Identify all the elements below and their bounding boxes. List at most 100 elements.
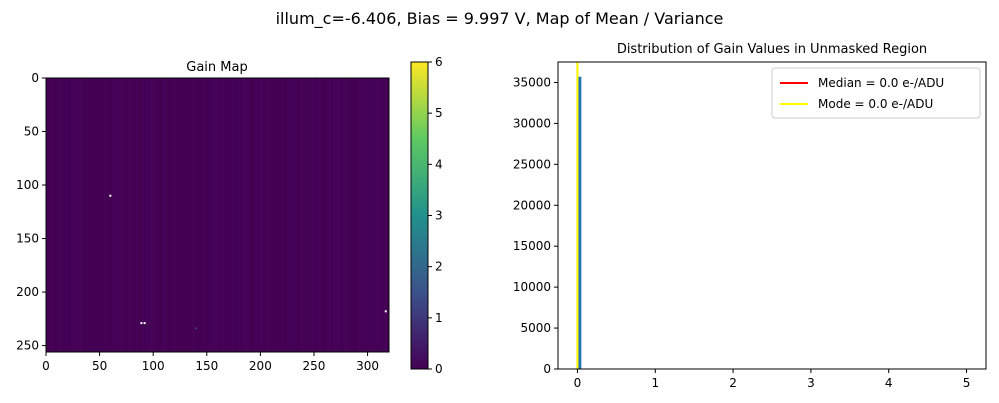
hot-pixel — [195, 327, 198, 330]
colorbar-axis: 0 1 2 3 4 5 6 — [428, 55, 443, 376]
map-column-stripe — [369, 78, 371, 352]
map-x-tick-label: 150 — [195, 359, 218, 373]
map-y-tick-label: 0 — [31, 71, 39, 85]
map-column-stripe — [67, 78, 69, 352]
map-column-stripe — [138, 78, 140, 352]
map-x-tick-label: 100 — [142, 359, 165, 373]
colorbar-gradient — [411, 62, 428, 369]
hist-y-tick-label: 10000 — [513, 280, 551, 294]
map-column-stripe — [308, 78, 310, 352]
map-column-stripe — [145, 78, 147, 352]
map-column-stripe — [347, 78, 349, 352]
map-column-stripe — [203, 78, 205, 352]
map-column-stripe — [115, 78, 117, 352]
map-column-stripe — [312, 78, 314, 352]
hist-y-tick-label: 20000 — [513, 198, 551, 212]
map-column-stripe — [261, 78, 263, 352]
map-column-stripe — [65, 78, 67, 352]
hist-x-tick-label: 2 — [729, 376, 737, 390]
map-column-stripe — [290, 78, 292, 352]
map-column-stripe — [232, 78, 234, 352]
hist-x-tick-label: 0 — [574, 376, 582, 390]
map-column-stripe — [229, 78, 231, 352]
gain-map-title: Gain Map — [186, 60, 247, 75]
map-column-stripe — [57, 78, 59, 352]
map-column-stripe — [192, 78, 194, 352]
map-column-stripe — [79, 78, 81, 352]
map-column-stripe — [148, 78, 150, 352]
map-column-stripe — [82, 78, 84, 352]
legend-label: Mode = 0.0 e-/ADU — [818, 97, 933, 111]
map-y-tick-label: 50 — [24, 125, 39, 139]
hist-x-tick-label: 5 — [963, 376, 971, 390]
map-column-stripe — [364, 78, 366, 352]
map-column-stripe — [293, 78, 295, 352]
map-column-stripe — [265, 78, 267, 352]
map-column-stripe — [58, 78, 60, 352]
hist-y-tick-label: 30000 — [513, 116, 551, 130]
map-column-stripe — [128, 78, 130, 352]
map-column-stripe — [136, 78, 138, 352]
map-column-stripe — [255, 78, 257, 352]
hist-x-tick-label: 1 — [651, 376, 659, 390]
gain-map-y-axis: 0 50 100 150 200 250 — [16, 71, 46, 353]
legend-label: Median = 0.0 e-/ADU — [818, 76, 944, 90]
map-column-stripe — [71, 78, 73, 352]
map-x-tick-label: 50 — [92, 359, 107, 373]
hot-pixel — [143, 322, 146, 325]
map-column-stripe — [238, 78, 241, 352]
map-x-tick-label: 200 — [249, 359, 272, 373]
map-column-stripe — [292, 78, 294, 352]
histogram-panel: Distribution of Gain Values in Unmasked … — [513, 42, 987, 390]
histogram-title: Distribution of Gain Values in Unmasked … — [617, 42, 927, 57]
map-column-stripe — [305, 78, 307, 352]
map-column-stripe — [76, 78, 78, 352]
map-column-stripe — [259, 78, 261, 352]
gain-map-x-axis: 0 50 100 150 200 250 300 — [42, 352, 379, 373]
map-x-tick-label: 300 — [356, 359, 379, 373]
map-column-stripe — [373, 78, 376, 352]
map-column-stripe — [319, 78, 321, 352]
hot-pixel — [140, 322, 143, 325]
suptitle: illum_c=-6.406, Bias = 9.997 V, Map of M… — [276, 9, 724, 29]
map-column-stripe — [336, 78, 338, 352]
map-column-stripe — [343, 78, 346, 352]
map-column-stripe — [215, 78, 217, 352]
map-column-stripe — [366, 78, 368, 352]
map-column-stripe — [208, 78, 210, 352]
colorbar-tick-label: 5 — [435, 106, 443, 120]
map-y-tick-label: 250 — [16, 339, 39, 353]
map-column-stripe — [301, 78, 303, 352]
map-column-stripe — [59, 78, 62, 352]
histogram-frame — [557, 61, 987, 370]
map-column-stripe — [73, 78, 75, 352]
map-x-tick-label: 0 — [42, 359, 50, 373]
colorbar-tick-label: 2 — [435, 260, 443, 274]
map-column-stripe — [256, 78, 258, 352]
map-column-stripe — [146, 78, 148, 352]
map-y-tick-label: 100 — [16, 178, 39, 192]
map-column-stripe — [387, 78, 389, 352]
map-column-stripe — [151, 78, 153, 352]
map-column-stripe — [222, 78, 224, 352]
histogram-y-axis: 0 5000 10000 15000 20000 25000 30000 35000 — [513, 75, 558, 376]
histogram-bar — [577, 76, 582, 370]
map-column-stripe — [240, 78, 242, 352]
map-column-stripe — [346, 78, 348, 352]
map-column-stripe — [207, 78, 209, 352]
map-column-stripe — [137, 78, 139, 352]
map-column-stripe — [173, 78, 175, 352]
map-column-stripe — [237, 78, 239, 352]
map-column-stripe — [368, 78, 370, 352]
histogram-bars — [577, 76, 582, 370]
colorbar-tick-label: 3 — [435, 209, 443, 223]
map-column-stripe — [118, 78, 120, 352]
map-column-stripe — [163, 78, 165, 352]
map-column-stripe — [371, 78, 373, 352]
gain-map-column-texture — [48, 78, 389, 352]
hist-x-tick-label: 4 — [885, 376, 893, 390]
hist-y-tick-label: 35000 — [513, 75, 551, 89]
hot-pixel — [384, 310, 387, 313]
map-column-stripe — [274, 78, 276, 352]
